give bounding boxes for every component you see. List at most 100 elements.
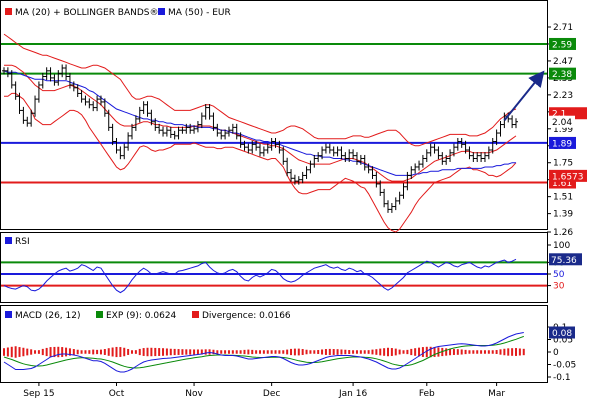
price-bar bbox=[448, 149, 453, 163]
divergence-bar bbox=[181, 349, 184, 355]
price-bar bbox=[118, 146, 123, 160]
rsi-legend: RSI bbox=[5, 237, 30, 247]
price-bar bbox=[300, 171, 305, 184]
divergence-bar bbox=[340, 349, 343, 355]
ma50-line bbox=[3, 70, 516, 176]
price-bar bbox=[13, 81, 18, 100]
divergence-bar bbox=[30, 349, 33, 355]
price-bar bbox=[238, 132, 243, 148]
divergence-bar bbox=[425, 346, 428, 358]
price-bar bbox=[67, 72, 72, 89]
price-bar bbox=[494, 129, 499, 146]
macd-ytick-label: 0.05 bbox=[553, 336, 573, 346]
month-label: Nov bbox=[185, 389, 203, 399]
price-bar bbox=[401, 183, 406, 199]
price-bar bbox=[354, 152, 359, 165]
divergence-bar bbox=[437, 347, 440, 357]
divergence-bar bbox=[138, 348, 141, 356]
divergence-bar bbox=[220, 350, 223, 354]
price-bar bbox=[172, 130, 177, 140]
divergence-bar bbox=[406, 349, 409, 355]
price-bar bbox=[455, 137, 460, 151]
price-bar bbox=[269, 137, 274, 151]
divergence-bar bbox=[154, 347, 157, 357]
divergence-bar bbox=[371, 349, 374, 355]
divergence-bar bbox=[22, 347, 25, 357]
divergence-bar bbox=[92, 349, 95, 355]
price-bar bbox=[386, 200, 390, 213]
divergence-bar bbox=[216, 350, 219, 354]
price-bar bbox=[102, 98, 107, 117]
divergence-bar bbox=[480, 350, 483, 354]
divergence-bar bbox=[68, 348, 71, 356]
divergence-bar bbox=[344, 349, 347, 355]
divergence-bar bbox=[14, 346, 17, 358]
divergence-bar bbox=[390, 348, 393, 356]
price-bar bbox=[17, 92, 22, 114]
price-bar bbox=[79, 89, 84, 103]
divergence-bar bbox=[503, 348, 506, 356]
price-bar bbox=[451, 143, 456, 157]
divergence-bar bbox=[107, 348, 110, 356]
divergence-bar bbox=[402, 350, 405, 354]
price-bar bbox=[382, 188, 387, 208]
price-bar bbox=[413, 163, 418, 174]
bollinger-lower-line bbox=[4, 92, 517, 233]
price-bar bbox=[358, 154, 363, 165]
divergence-bar bbox=[274, 350, 277, 354]
divergence-bar bbox=[84, 350, 87, 354]
price-bar bbox=[285, 157, 290, 177]
price-bar bbox=[277, 140, 282, 154]
rsi-panel: 10070503075.36 bbox=[1, 241, 582, 294]
price-bar bbox=[304, 166, 309, 179]
divergence-bar bbox=[146, 347, 149, 357]
price-ytick-label: 2.71 bbox=[553, 23, 573, 33]
divergence-bar bbox=[491, 350, 494, 354]
price-bar bbox=[463, 140, 468, 154]
price-bar bbox=[479, 152, 484, 163]
price-bar bbox=[9, 70, 14, 89]
price-bar bbox=[261, 146, 266, 157]
price-bar bbox=[312, 154, 317, 168]
divergence-bar bbox=[247, 349, 250, 355]
legend-label-rsi: RSI bbox=[15, 237, 30, 247]
price-bar bbox=[130, 123, 134, 140]
divergence-bar bbox=[418, 347, 421, 357]
divergence-bar bbox=[65, 347, 68, 357]
price-bar bbox=[482, 152, 487, 163]
legend-label-divergence: Divergence: 0.0166 bbox=[202, 311, 291, 321]
divergence-bar bbox=[336, 349, 339, 355]
price-bar bbox=[308, 160, 313, 174]
price-bar bbox=[164, 126, 169, 137]
divergence-bar bbox=[476, 350, 479, 354]
price-bar bbox=[327, 143, 332, 154]
divergence-bar bbox=[324, 349, 327, 355]
x-axis-months: Sep 15 Oct Nov Dec Jan 16 Feb Mar bbox=[23, 382, 505, 399]
price-bar bbox=[444, 154, 449, 165]
price-bar bbox=[459, 137, 464, 148]
divergence-bar bbox=[282, 350, 285, 354]
divergence-bar bbox=[158, 348, 161, 356]
divergence-bar bbox=[328, 348, 331, 356]
divergence-bar bbox=[204, 349, 207, 355]
divergence-bar bbox=[200, 349, 203, 355]
price-bar bbox=[475, 152, 480, 163]
price-bar bbox=[145, 101, 150, 117]
price-tag-label: 2.1 bbox=[552, 110, 566, 120]
price-bar bbox=[226, 126, 231, 137]
divergence-bar bbox=[352, 350, 355, 354]
price-bar bbox=[33, 95, 38, 117]
price-bar bbox=[366, 163, 371, 174]
price-bar bbox=[188, 123, 193, 134]
divergence-bar bbox=[3, 348, 5, 356]
price-bar bbox=[60, 64, 65, 78]
legend-swatch-rsi bbox=[5, 237, 12, 244]
divergence-bar bbox=[103, 349, 106, 355]
divergence-bar bbox=[259, 350, 261, 354]
legend-swatch-macd bbox=[5, 311, 12, 318]
rsi-ytick-label: 50 bbox=[553, 270, 565, 280]
divergence-bar bbox=[483, 350, 486, 354]
price-bar bbox=[25, 116, 30, 127]
price-bar bbox=[347, 149, 352, 163]
price-bar bbox=[207, 104, 212, 120]
